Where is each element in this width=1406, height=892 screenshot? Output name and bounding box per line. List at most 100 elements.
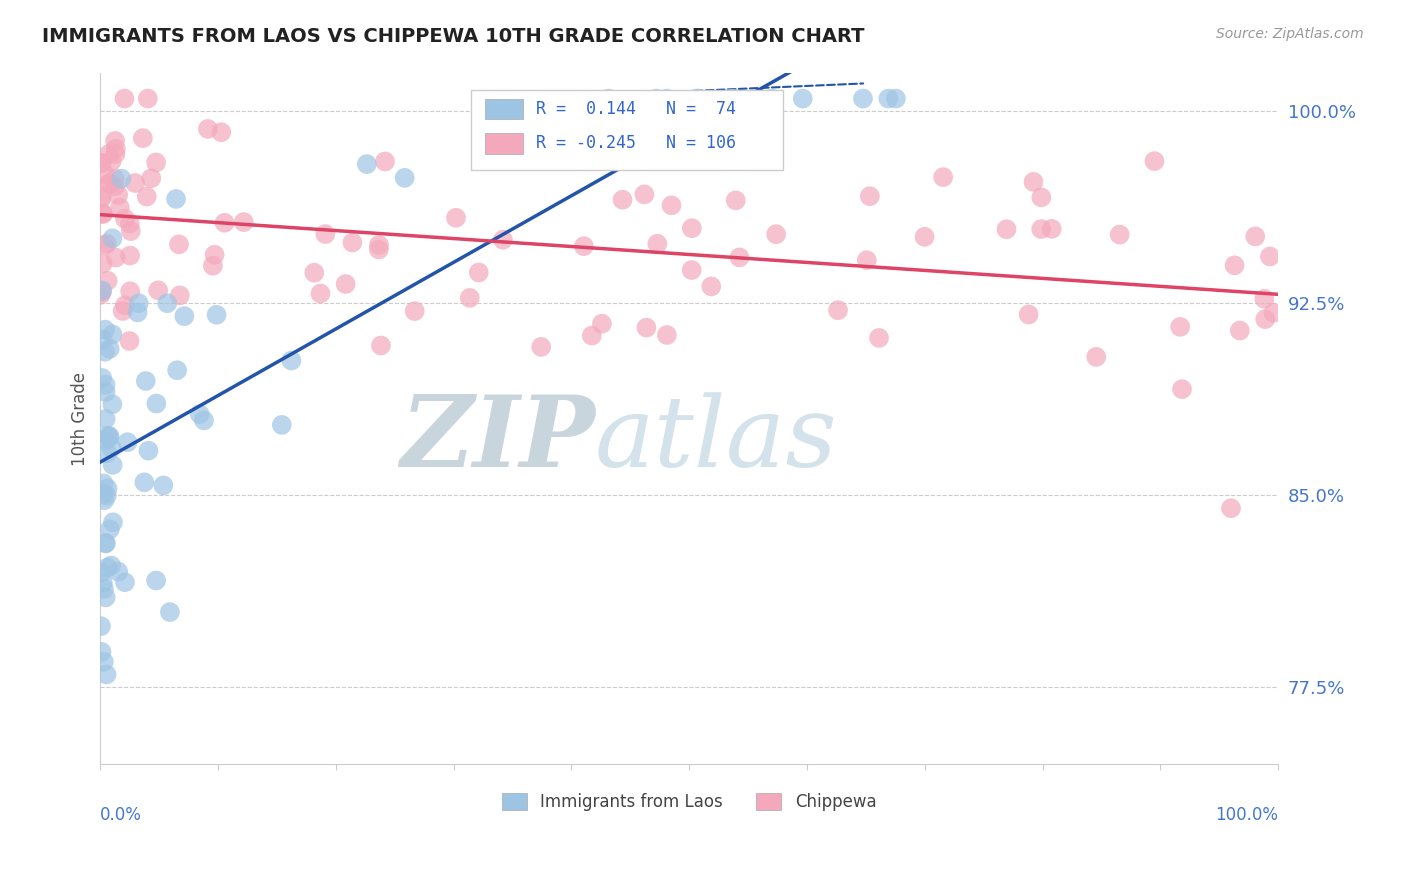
- Point: [280, 353, 302, 368]
- Text: 100.0%: 100.0%: [1215, 805, 1278, 823]
- Point: [309, 286, 332, 301]
- Point: [114, 298, 136, 312]
- Point: [96, 667, 118, 681]
- Point: [94, 591, 117, 605]
- Point: [868, 331, 890, 345]
- Point: [661, 198, 683, 212]
- Point: [647, 236, 669, 251]
- Point: [98, 177, 121, 191]
- Text: IMMIGRANTS FROM LAOS VS CHIPPEWA 10TH GRADE CORRELATION CHART: IMMIGRANTS FROM LAOS VS CHIPPEWA 10TH GR…: [42, 27, 865, 45]
- Point: [108, 201, 131, 215]
- Point: [166, 363, 188, 377]
- Point: [167, 237, 190, 252]
- Text: atlas: atlas: [595, 392, 838, 487]
- Point: [101, 516, 124, 530]
- Point: [101, 231, 124, 245]
- Point: [1018, 308, 1040, 322]
- Point: [304, 266, 326, 280]
- Point: [209, 125, 232, 139]
- Point: [681, 221, 703, 235]
- Point: [134, 475, 156, 490]
- Point: [135, 374, 157, 388]
- Point: [877, 92, 900, 106]
- Point: [90, 285, 112, 299]
- Point: [1085, 350, 1108, 364]
- Point: [572, 239, 595, 253]
- Point: [94, 323, 117, 337]
- Point: [107, 188, 129, 202]
- Point: [356, 157, 378, 171]
- Point: [700, 279, 723, 293]
- Point: [96, 236, 118, 251]
- Point: [720, 92, 742, 106]
- Y-axis label: 10th Grade: 10th Grade: [72, 372, 89, 466]
- Point: [1031, 222, 1053, 236]
- Point: [91, 256, 114, 270]
- Point: [100, 441, 122, 455]
- Point: [101, 397, 124, 411]
- Point: [728, 251, 751, 265]
- Legend: Immigrants from Laos, Chippewa: Immigrants from Laos, Chippewa: [495, 787, 883, 818]
- Point: [688, 92, 710, 106]
- Point: [591, 317, 613, 331]
- Point: [156, 296, 179, 310]
- Point: [724, 92, 747, 106]
- Point: [91, 333, 114, 347]
- Point: [173, 309, 195, 323]
- Point: [145, 574, 167, 588]
- Point: [96, 489, 118, 503]
- Point: [91, 207, 114, 221]
- Point: [90, 619, 112, 633]
- Point: [98, 429, 121, 443]
- FancyBboxPatch shape: [485, 98, 523, 120]
- Point: [368, 238, 391, 252]
- Point: [90, 156, 112, 170]
- Point: [107, 565, 129, 579]
- Point: [581, 328, 603, 343]
- Point: [135, 189, 157, 203]
- Point: [120, 224, 142, 238]
- Point: [90, 566, 112, 580]
- Point: [145, 155, 167, 169]
- Point: [114, 575, 136, 590]
- Point: [94, 344, 117, 359]
- Point: [103, 171, 125, 186]
- Point: [335, 277, 357, 291]
- Point: [1223, 258, 1246, 272]
- Point: [94, 536, 117, 550]
- Point: [94, 412, 117, 426]
- Point: [633, 187, 655, 202]
- Point: [1031, 190, 1053, 204]
- Point: [792, 92, 814, 106]
- Point: [374, 154, 396, 169]
- Point: [574, 150, 596, 164]
- Point: [90, 192, 112, 206]
- Point: [93, 493, 115, 508]
- Point: [1263, 306, 1285, 320]
- Point: [232, 215, 254, 229]
- Point: [1244, 229, 1267, 244]
- Point: [98, 522, 121, 536]
- Point: [148, 283, 170, 297]
- Point: [367, 243, 389, 257]
- Point: [104, 147, 127, 161]
- Point: [145, 396, 167, 410]
- Point: [201, 259, 224, 273]
- Point: [117, 435, 139, 450]
- Point: [114, 211, 136, 226]
- Point: [342, 235, 364, 250]
- Point: [132, 131, 155, 145]
- Point: [197, 122, 219, 136]
- Point: [94, 385, 117, 400]
- Point: [91, 371, 114, 385]
- Text: R = -0.245   N = 106: R = -0.245 N = 106: [536, 135, 737, 153]
- Point: [98, 176, 121, 190]
- Point: [404, 304, 426, 318]
- Point: [118, 217, 141, 231]
- Point: [91, 284, 114, 298]
- Point: [165, 192, 187, 206]
- Point: [91, 575, 114, 590]
- Point: [141, 171, 163, 186]
- Point: [120, 249, 142, 263]
- FancyBboxPatch shape: [471, 90, 783, 169]
